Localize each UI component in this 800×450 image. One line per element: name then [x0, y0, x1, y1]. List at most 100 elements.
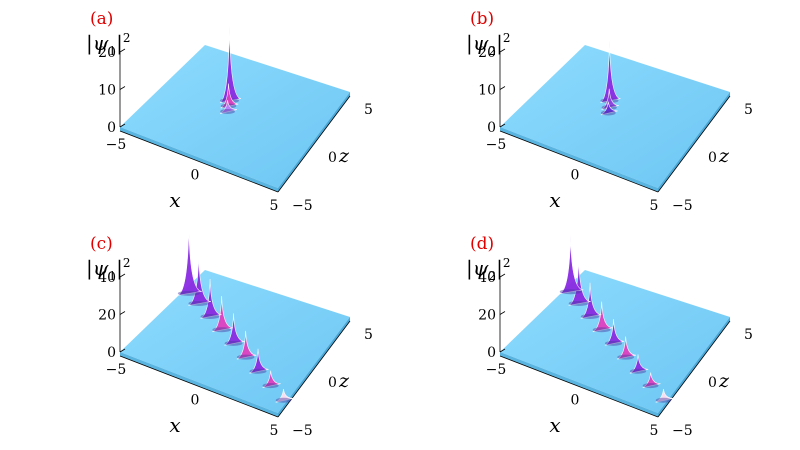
y-tick-label: −5 — [292, 198, 313, 214]
surface-plane — [120, 45, 350, 188]
z-axis-label-part: 2 — [488, 269, 496, 283]
z-axis-label-part: ψ — [93, 31, 109, 55]
z-tick-mark — [119, 86, 126, 90]
peak-shadow — [200, 313, 220, 319]
peak-spike — [568, 258, 591, 306]
z-tick-label: 10 — [478, 83, 496, 99]
peak-shadow — [559, 289, 582, 295]
panel-label: (c) — [90, 234, 113, 254]
z-axis-label-part: ψ — [93, 256, 109, 280]
panel-label: (a) — [90, 9, 113, 29]
y-tick-label: 5 — [744, 327, 753, 343]
peak-shadow — [617, 354, 635, 360]
z-tick-label: 20 — [98, 308, 116, 324]
z-axis-label-part: 2 — [123, 256, 131, 270]
z-tick-mark — [499, 86, 506, 90]
y-tick-label: −5 — [672, 198, 693, 214]
peak-spike — [604, 318, 625, 346]
x-axis-line — [499, 130, 659, 193]
panel-label: (d) — [470, 234, 494, 254]
z-axis-label-part: 2 — [488, 44, 496, 58]
x-tick-label: 0 — [191, 393, 200, 409]
z-tick-mark — [119, 48, 126, 53]
x-tick-label: −5 — [106, 362, 127, 378]
z-tick-mark — [499, 48, 506, 53]
peak-spike — [580, 282, 602, 319]
peak-spike — [617, 336, 637, 360]
peak-shadow — [220, 109, 235, 115]
z-tick-mark — [499, 123, 506, 128]
y-tick-label: 5 — [744, 102, 753, 118]
z-axis-label-part: | — [86, 31, 93, 56]
x-tick-label: 5 — [650, 423, 659, 439]
y-axis-label: z — [338, 145, 350, 167]
surface-edge-left — [120, 352, 278, 417]
y-tick-label: 0 — [328, 375, 337, 391]
peak-spike — [236, 330, 257, 360]
z-axis-label-part: 1 — [108, 269, 116, 283]
surface-edge-left — [500, 127, 658, 192]
x-tick-label: 5 — [650, 198, 659, 214]
peak-shadow — [568, 300, 589, 306]
z-tick-mark — [119, 311, 126, 315]
peak-spike — [249, 348, 269, 374]
z-tick-label: 40 — [98, 270, 116, 286]
peak-spike — [642, 372, 661, 388]
peak-shadow — [629, 368, 647, 374]
peak-spike — [600, 101, 618, 116]
peak-spike — [177, 225, 202, 296]
peak-shadow — [275, 397, 292, 403]
z-axis-label-part: | — [86, 256, 93, 281]
peak-shadow — [592, 327, 611, 333]
z-axis-label-part: | — [116, 256, 123, 281]
peak-spike — [220, 100, 238, 114]
z-axis-label-part: | — [116, 31, 123, 56]
z-tick-mark — [499, 273, 506, 278]
x-axis-line — [119, 130, 279, 193]
y-tick-label: 5 — [364, 102, 373, 118]
x-tick-label: 5 — [270, 198, 279, 214]
surface-edge-front — [278, 317, 350, 417]
peak-spike — [188, 254, 211, 306]
y-tick-label: 0 — [708, 150, 717, 166]
z-tick-label: 10 — [98, 83, 116, 99]
peak-shadow — [604, 340, 623, 346]
z-tick-label: 20 — [478, 45, 496, 61]
peak-spike — [559, 235, 584, 294]
z-tick-label: 0 — [487, 345, 496, 361]
x-tick-label: −5 — [106, 137, 127, 153]
z-axis-label-part: 2 — [503, 256, 511, 270]
peak-spike — [220, 83, 239, 109]
peak-shadow — [580, 313, 600, 319]
peak-shadow — [212, 327, 231, 333]
y-axis-line — [657, 320, 731, 418]
z-axis-label-part: | — [496, 256, 503, 281]
peak-shadow — [177, 290, 200, 296]
peak-spike — [592, 301, 613, 333]
surface-edge-front — [658, 317, 730, 417]
x-tick-label: −5 — [486, 362, 507, 378]
x-tick-label: 0 — [571, 168, 580, 184]
y-axis-label: z — [718, 145, 730, 167]
z-axis-label-part: 2 — [503, 31, 511, 45]
z-axis-label: |ψ2|2 — [466, 256, 510, 283]
peak-spike — [655, 389, 674, 403]
peak-shadow — [600, 110, 616, 116]
surface-edge-left — [500, 352, 658, 417]
y-axis-line — [657, 95, 731, 193]
x-axis-label: x — [549, 188, 560, 212]
x-tick-label: −5 — [486, 137, 507, 153]
z-axis-label-part: ψ — [473, 31, 489, 55]
y-tick-label: −5 — [672, 423, 693, 439]
peak-shadow — [262, 383, 279, 389]
z-axis-label-part: 2 — [123, 31, 131, 45]
z-axis-label-part: 1 — [108, 44, 116, 58]
z-axis-label-part: | — [466, 256, 473, 281]
z-tick-label: 20 — [478, 308, 496, 324]
surface-edge-front — [278, 92, 350, 192]
panel-label: (b) — [470, 9, 494, 29]
peak-spike — [275, 389, 294, 403]
z-tick-mark — [119, 273, 126, 278]
